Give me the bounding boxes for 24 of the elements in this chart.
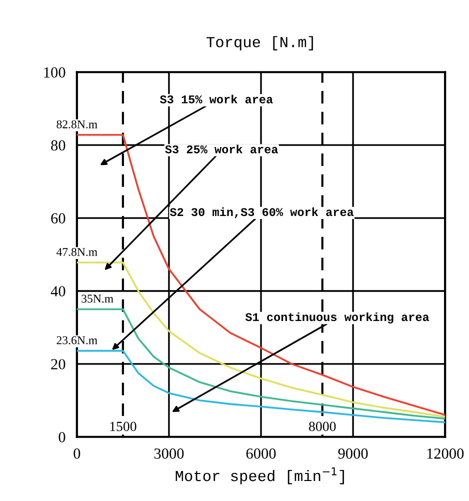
y-tick-label: 80 — [51, 140, 66, 151]
x-tick-label: 0 — [74, 448, 80, 459]
y-tick-label: 20 — [51, 359, 66, 370]
annotation: S1 continuous working area — [245, 312, 430, 324]
x-tick-label: 6000 — [246, 448, 276, 459]
x-axis-title: Motor speed [min$^{−1}$] — [176, 467, 344, 484]
annotation: 47.8N.m — [56, 248, 98, 256]
line-series — [76, 350, 446, 424]
chart-title: Torque [N.m] — [206, 36, 313, 50]
x-tick-label: 12000 — [427, 448, 464, 459]
y-tick-label: 60 — [51, 213, 66, 224]
annotation: S3 25% work area — [165, 144, 278, 154]
y-tick-label: 100 — [44, 67, 66, 78]
annotation: S2 30 min,S3 60% work area — [170, 207, 354, 218]
ref-line-label: 1500 — [110, 422, 136, 432]
y-tick-label: 40 — [50, 286, 66, 296]
y-tick-label: 0 — [58, 432, 66, 442]
annotation: 35N.m — [82, 294, 114, 303]
x-tick-label: 9000 — [338, 448, 368, 459]
annotation: 82.8N.m — [56, 120, 98, 128]
x-tick-label: 3000 — [154, 448, 184, 459]
annotation: 23.6N.m — [56, 336, 98, 344]
annotation: S3 15% work area — [160, 94, 273, 104]
ref-line-label: 8000 — [309, 422, 336, 432]
